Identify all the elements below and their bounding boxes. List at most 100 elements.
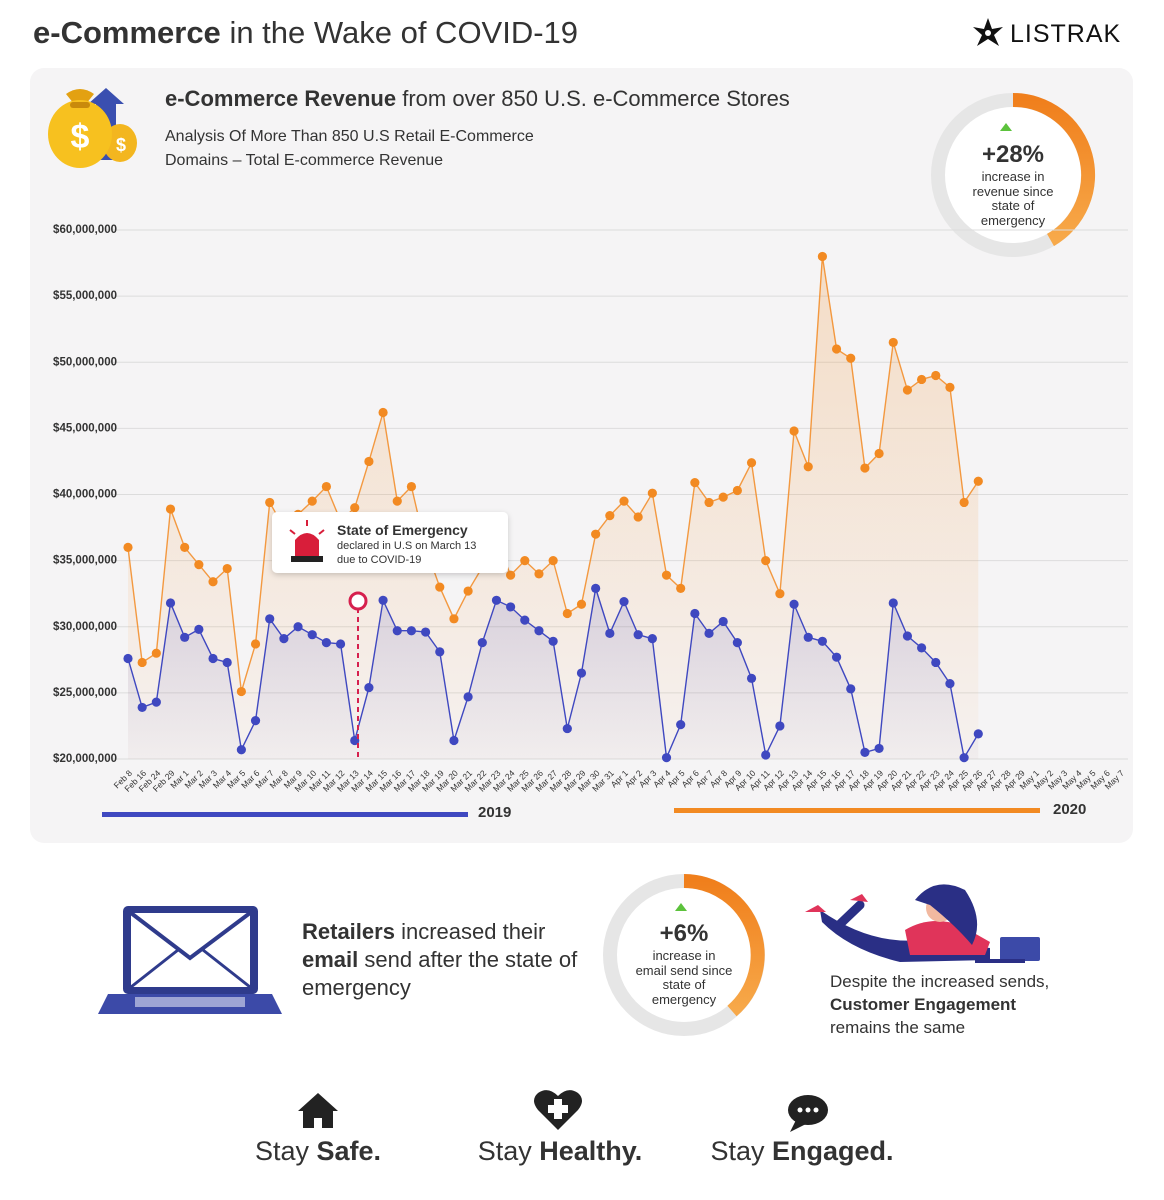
y-tick-label: $45,000,000 [53,422,117,434]
stat-value: +6% [659,920,709,947]
point [973,476,983,486]
point [591,529,601,539]
point [180,632,190,642]
y-tick-label: $35,000,000 [53,555,117,567]
y-tick-label: $20,000,000 [53,753,117,765]
point [208,577,218,587]
engagement-line: Despite the increased sends, [830,972,1050,991]
point [392,626,402,636]
point [406,626,417,636]
point [307,496,317,506]
point [236,745,246,755]
email-text: Retailers increased their email send aft… [302,918,587,1002]
point [732,485,742,496]
engagement-line: remains the same [830,1018,966,1037]
point [194,624,204,634]
stat-line: increase in [652,948,716,963]
point [775,589,785,599]
point [165,598,176,608]
title-bold: e-Commerce [33,15,221,50]
stat-line: email send since [635,962,733,978]
up-arrow [1000,123,1012,131]
point [562,608,572,619]
point [364,456,374,467]
point [506,602,516,612]
email-rest: increased their [401,919,546,944]
point [902,631,913,641]
point [321,638,331,648]
money-icon: $ $ [48,88,137,168]
point [137,702,147,713]
point [151,648,161,658]
point [917,643,927,653]
point [435,647,445,657]
y-tick-label: $30,000,000 [53,621,117,633]
y-tick-label: $60,000,000 [53,224,117,236]
point [222,563,232,574]
siren-icon [289,520,325,562]
point [789,599,799,609]
point [973,729,983,739]
email-bold: email [302,947,359,972]
stat-line: state of [991,198,1035,213]
point [534,569,544,579]
point [931,370,941,381]
engagement-bold: Customer Engagement [830,995,1017,1014]
point [676,720,686,730]
point [378,407,388,418]
stat-text: increase in email send since state of em… [614,948,754,1007]
point [236,686,246,697]
point [817,251,828,262]
point [576,599,587,609]
engagement-text: Despite the increased sends, Customer En… [830,970,1049,1039]
footer-item: Stay Engaged. [682,1136,922,1167]
point [293,622,303,632]
point [137,657,147,668]
up-arrow [675,903,687,911]
point [477,638,487,648]
stat-line: emergency [980,212,1046,228]
point [250,716,261,726]
callout-title: State of Emergency [337,522,468,538]
legend-swatch [102,812,468,817]
point [633,630,643,640]
gauge-arc [683,874,765,1017]
point [661,753,672,763]
svg-text:$: $ [116,135,126,155]
point [917,374,927,385]
chart-subtitle: Analysis Of More Than 850 U.S Retail E-C… [165,125,534,173]
point [534,626,544,636]
point [449,735,459,746]
gauge-arc [1012,93,1096,247]
point [321,481,331,492]
point [761,556,771,566]
footer-bold: Engaged. [772,1136,894,1166]
footer-bold: Safe. [316,1136,382,1166]
point [307,630,317,640]
stat-line: increase in [981,169,1045,184]
point [605,511,615,521]
callout-line: declared in U.S on March 13 [337,540,477,552]
point [860,747,870,757]
point [789,426,799,436]
point [690,477,700,488]
point [676,583,686,593]
woman-icon [805,884,1040,963]
logo-text: LISTRAK [1010,20,1122,48]
point [888,337,898,348]
stat-text: increase in revenue since state of emerg… [943,169,1083,228]
title-rest: in the Wake of COVID-19 [229,15,579,50]
callout-line: due to COVID-19 [337,554,422,566]
y-tick-label: $55,000,000 [53,290,117,302]
point [817,636,828,646]
point [591,583,601,593]
point [378,595,388,605]
point [704,628,714,638]
point [846,684,856,694]
point [123,542,133,553]
y-tick-label: $50,000,000 [53,356,117,368]
point [520,556,530,566]
footer-item: Stay Safe. [218,1136,418,1167]
